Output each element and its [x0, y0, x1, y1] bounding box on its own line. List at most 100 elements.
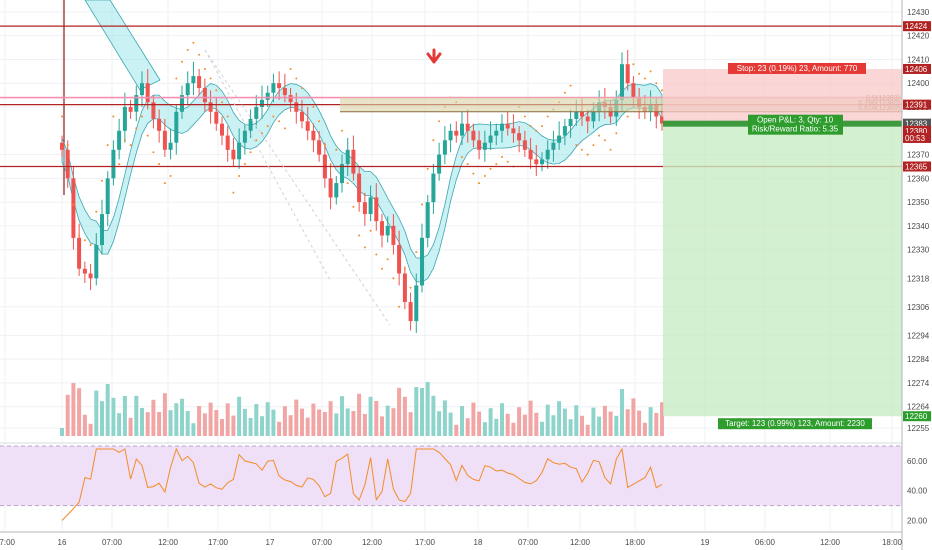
candle-body [580, 111, 584, 117]
candle-body [477, 140, 482, 150]
x-tick-label: 17 [266, 538, 275, 547]
x-tick-label: 12:00 [158, 538, 179, 547]
volume-bar [414, 387, 419, 436]
target-label: Target: 123 (0.99%) 123, Amount: 2230 [725, 419, 865, 428]
candle-body [511, 128, 516, 134]
sar-dot [609, 148, 612, 151]
x-tick-label: 06:00 [755, 538, 776, 547]
y-tick-label: 12420 [907, 32, 930, 41]
volume-bar [122, 396, 127, 436]
candle-body [340, 164, 344, 184]
volume-bar [248, 418, 253, 436]
sar-dot [478, 182, 481, 185]
candle-body [631, 83, 636, 98]
x-tick-label: 07:00 [102, 538, 123, 547]
volume-bar [545, 404, 550, 436]
y-tick-label: 12318 [907, 274, 930, 283]
price-tag [903, 99, 931, 110]
sar-dot [421, 203, 423, 206]
candle-body [620, 64, 624, 100]
candle-body [488, 135, 493, 143]
candle-body [100, 214, 104, 245]
target-label-box [718, 418, 872, 430]
price-tag [903, 21, 931, 32]
candle-body [140, 83, 144, 96]
volume-bars [60, 382, 664, 436]
volume-bar [294, 399, 299, 436]
sar-dot [72, 203, 75, 206]
volume-bar [254, 404, 259, 436]
candle-body [402, 273, 407, 302]
volume-bar [357, 393, 362, 436]
x-tick-label: 19 [701, 538, 710, 547]
sar-dot [95, 210, 98, 213]
volume-bar [625, 409, 630, 436]
volume-bar [117, 413, 122, 436]
candle-body [265, 92, 270, 100]
sar-dot [141, 115, 143, 118]
x-tick-label: 12:00 [820, 538, 841, 547]
candle-body [134, 95, 139, 112]
volume-bar [191, 423, 196, 436]
volume-bar [425, 382, 430, 436]
sar-dot [569, 84, 572, 87]
volume-bar [448, 412, 453, 436]
sar-dot [472, 172, 475, 175]
candle-body [557, 135, 562, 143]
volume-bar [585, 424, 590, 436]
candle-body [277, 83, 282, 88]
sar-dot [649, 70, 652, 73]
candle-body [117, 130, 122, 150]
sar-dot [369, 229, 372, 232]
stop-label-box [728, 62, 866, 74]
volume-bar [522, 414, 527, 436]
candle-body [528, 149, 533, 160]
candle-body [625, 64, 630, 84]
long-short-position-tool[interactable]: Stop: 23 (0.19%) 23, Amount: 770 Open P&L… [663, 62, 902, 430]
sar-dot [329, 163, 332, 166]
volume-bar [385, 405, 390, 436]
candle-body [568, 118, 573, 126]
sar-dot [546, 115, 549, 118]
volume-bar [65, 394, 70, 436]
sar-dot [632, 63, 635, 66]
volume-bar [134, 395, 139, 436]
x-tick-label: 16 [58, 538, 67, 547]
price-tag-label: 12365 [905, 162, 928, 171]
volume-bar [351, 411, 356, 436]
volume-bar [568, 419, 573, 436]
y-tick-label: 12410 [907, 55, 930, 64]
volume-bar [551, 415, 556, 436]
trend-line [204, 49, 331, 281]
price-tag [903, 132, 931, 143]
candle-body [391, 225, 396, 245]
candle-body [208, 102, 213, 112]
volume-bar [265, 402, 270, 436]
sar-dot [158, 163, 161, 166]
y-tick-label: 12294 [907, 331, 930, 340]
volume-bar [334, 413, 339, 436]
sar-dot [163, 182, 166, 185]
sar-dot [181, 60, 183, 63]
sar-dot [61, 115, 63, 118]
candle-body [522, 140, 527, 150]
candle-body [460, 123, 464, 136]
volume-bar [168, 410, 173, 436]
candle-body [122, 107, 127, 131]
sar-dot [586, 153, 589, 156]
sar-dot [78, 234, 81, 237]
y-tick-label: 12340 [907, 222, 930, 231]
volume-bar [77, 388, 82, 436]
volume-bar [317, 409, 322, 436]
volume-bar [202, 413, 207, 436]
candle-body [362, 202, 367, 215]
candle-body [271, 83, 276, 93]
sar-dot [592, 144, 595, 147]
sar-dot [426, 167, 429, 170]
candle-body [128, 107, 133, 112]
candle-body [82, 268, 87, 274]
candle-body [471, 130, 476, 141]
candle-body [282, 88, 287, 96]
sar-dot [323, 144, 326, 147]
